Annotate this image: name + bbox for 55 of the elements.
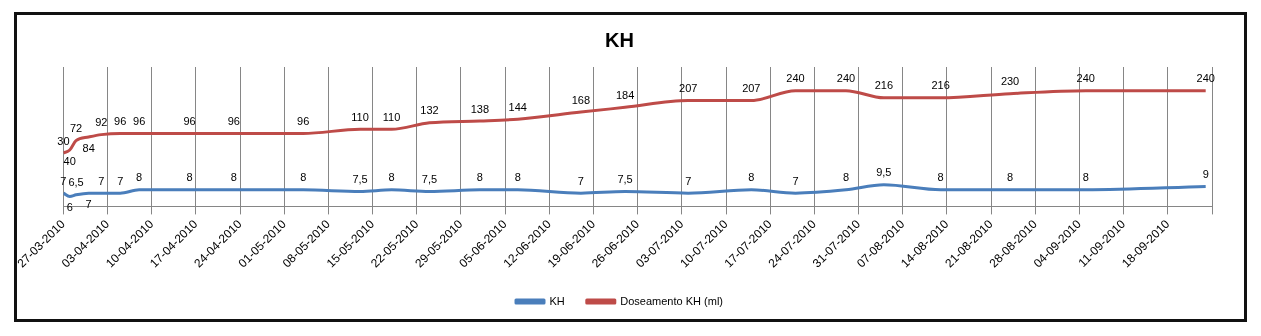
- data-label: 7: [117, 174, 124, 187]
- data-label: 230: [1000, 75, 1020, 88]
- chart-title: KH: [605, 28, 634, 51]
- data-label: 7: [85, 197, 92, 210]
- data-label: 9: [1202, 168, 1209, 181]
- data-label: 96: [227, 114, 240, 127]
- data-label: 7: [60, 174, 67, 187]
- data-label: 8: [748, 171, 755, 184]
- data-label: 110: [351, 110, 369, 123]
- legend-label: Doseamento KH (ml): [620, 294, 723, 307]
- data-label: 8: [186, 171, 193, 184]
- data-label: 132: [420, 104, 439, 117]
- data-label: 96: [133, 114, 146, 127]
- data-label: 7,5: [421, 173, 438, 186]
- data-label: 240: [786, 72, 805, 85]
- data-label: 7,5: [617, 173, 633, 186]
- data-label: 144: [508, 100, 527, 113]
- data-label: 40: [63, 154, 76, 167]
- data-label: 6,5: [68, 176, 84, 189]
- data-label: 7: [685, 174, 692, 187]
- data-label: 96: [183, 114, 196, 127]
- data-label: 7,5: [352, 173, 368, 186]
- data-label: 216: [874, 79, 894, 92]
- data-label: 207: [742, 82, 761, 95]
- data-label: 8: [1082, 171, 1089, 184]
- data-label: 96: [114, 114, 127, 127]
- legend-label: KH: [549, 294, 565, 307]
- data-label: 240: [1196, 72, 1215, 85]
- data-label: 7: [98, 174, 105, 187]
- data-label: 8: [842, 171, 850, 184]
- data-label: 184: [615, 88, 635, 101]
- data-label: 8: [1006, 171, 1014, 184]
- data-label: 8: [136, 171, 143, 184]
- data-label: 7: [577, 174, 584, 187]
- data-label: 216: [931, 79, 950, 92]
- data-label: 7: [792, 174, 799, 187]
- data-label: 72: [69, 122, 83, 135]
- data-label: 84: [82, 141, 95, 154]
- data-label: 8: [300, 171, 307, 184]
- data-label: 92: [95, 116, 108, 129]
- data-label: 110: [382, 110, 401, 123]
- data-label: 138: [470, 102, 490, 115]
- data-label: 8: [388, 171, 395, 184]
- data-label: 9,5: [876, 166, 892, 179]
- data-label: 6: [66, 200, 73, 213]
- data-label: 8: [514, 171, 521, 184]
- data-label: 240: [836, 72, 856, 85]
- data-label: 168: [571, 93, 591, 106]
- data-label: 8: [937, 171, 944, 184]
- data-label: 30: [57, 134, 70, 147]
- data-label: 240: [1076, 72, 1095, 85]
- data-label: 8: [476, 171, 483, 184]
- data-label: 8: [230, 171, 237, 184]
- data-label: 96: [297, 114, 310, 127]
- data-label: 207: [679, 82, 698, 95]
